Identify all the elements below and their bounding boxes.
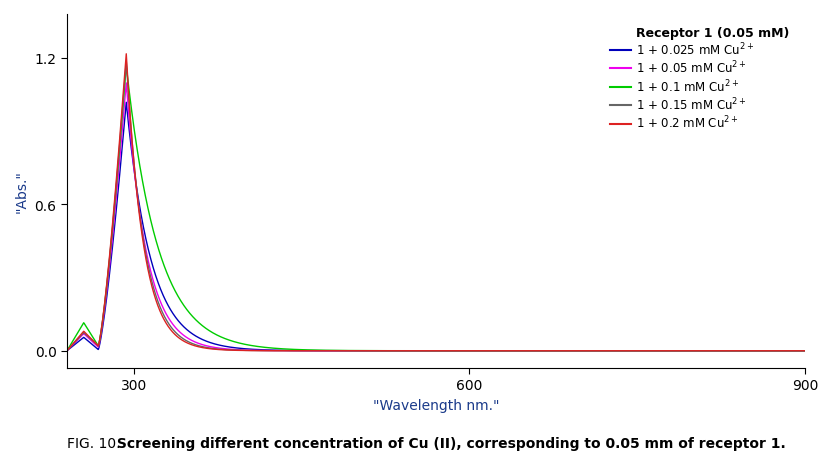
1 + 0.15 mM Cu$^{2+}$	[377, 348, 387, 354]
X-axis label: "Wavelength nm.": "Wavelength nm."	[372, 398, 499, 412]
Legend: Receptor 1 (0.05 mM), 1 + 0.025 mM Cu$^{2+}$, 1 + 0.05 mM Cu$^{2+}$, 1 + 0.1 mM : Receptor 1 (0.05 mM), 1 + 0.025 mM Cu$^{…	[607, 24, 791, 134]
1 + 0.15 mM Cu$^{2+}$	[345, 348, 355, 354]
1 + 0.2 mM Cu$^{2+}$	[122, 52, 132, 57]
1 + 0.2 mM Cu$^{2+}$	[190, 343, 200, 349]
1 + 0.025 mM Cu$^{2+}$	[377, 348, 387, 354]
Text: Screening different concentration of Cu (II), corresponding to 0.05 mm of recept: Screening different concentration of Cu …	[112, 436, 786, 450]
1 + 0.2 mM Cu$^{2+}$	[62, 348, 72, 354]
1 + 0.15 mM Cu$^{2+}$	[122, 59, 132, 65]
1 + 0.025 mM Cu$^{2+}$	[122, 101, 132, 106]
1 + 0.1 mM Cu$^{2+}$	[345, 348, 355, 353]
1 + 0.15 mM Cu$^{2+}$	[800, 348, 810, 354]
1 + 0.025 mM Cu$^{2+}$	[786, 348, 796, 354]
Line: 1 + 0.15 mM Cu$^{2+}$: 1 + 0.15 mM Cu$^{2+}$	[67, 62, 805, 351]
1 + 0.1 mM Cu$^{2+}$	[122, 64, 132, 69]
Line: 1 + 0.025 mM Cu$^{2+}$: 1 + 0.025 mM Cu$^{2+}$	[67, 103, 805, 351]
Line: 1 + 0.2 mM Cu$^{2+}$: 1 + 0.2 mM Cu$^{2+}$	[67, 55, 805, 351]
1 + 0.025 mM Cu$^{2+}$	[706, 348, 716, 354]
1 + 0.05 mM Cu$^{2+}$	[706, 348, 716, 354]
1 + 0.025 mM Cu$^{2+}$	[190, 333, 200, 339]
1 + 0.05 mM Cu$^{2+}$	[122, 81, 132, 86]
1 + 0.2 mM Cu$^{2+}$	[706, 348, 716, 354]
Line: 1 + 0.05 mM Cu$^{2+}$: 1 + 0.05 mM Cu$^{2+}$	[67, 84, 805, 351]
1 + 0.1 mM Cu$^{2+}$	[147, 221, 157, 226]
1 + 0.1 mM Cu$^{2+}$	[786, 348, 796, 354]
1 + 0.025 mM Cu$^{2+}$	[62, 348, 72, 354]
1 + 0.025 mM Cu$^{2+}$	[345, 348, 355, 354]
1 + 0.1 mM Cu$^{2+}$	[377, 348, 387, 353]
1 + 0.025 mM Cu$^{2+}$	[800, 348, 810, 354]
1 + 0.1 mM Cu$^{2+}$	[190, 317, 200, 322]
1 + 0.05 mM Cu$^{2+}$	[147, 271, 157, 277]
Line: 1 + 0.1 mM Cu$^{2+}$: 1 + 0.1 mM Cu$^{2+}$	[67, 67, 805, 351]
1 + 0.2 mM Cu$^{2+}$	[345, 348, 355, 354]
1 + 0.05 mM Cu$^{2+}$	[62, 348, 72, 354]
1 + 0.15 mM Cu$^{2+}$	[786, 348, 796, 354]
1 + 0.05 mM Cu$^{2+}$	[786, 348, 796, 354]
1 + 0.2 mM Cu$^{2+}$	[800, 348, 810, 354]
1 + 0.1 mM Cu$^{2+}$	[800, 348, 810, 354]
1 + 0.15 mM Cu$^{2+}$	[62, 348, 72, 354]
1 + 0.1 mM Cu$^{2+}$	[706, 348, 716, 354]
1 + 0.15 mM Cu$^{2+}$	[706, 348, 716, 354]
1 + 0.2 mM Cu$^{2+}$	[147, 282, 157, 287]
1 + 0.2 mM Cu$^{2+}$	[786, 348, 796, 354]
1 + 0.05 mM Cu$^{2+}$	[345, 348, 355, 354]
Text: FIG. 10.: FIG. 10.	[67, 436, 120, 450]
1 + 0.05 mM Cu$^{2+}$	[800, 348, 810, 354]
1 + 0.05 mM Cu$^{2+}$	[377, 348, 387, 354]
Y-axis label: "Abs.": "Abs."	[15, 170, 29, 213]
1 + 0.1 mM Cu$^{2+}$	[62, 348, 72, 354]
1 + 0.05 mM Cu$^{2+}$	[190, 340, 200, 345]
1 + 0.15 mM Cu$^{2+}$	[190, 342, 200, 347]
1 + 0.15 mM Cu$^{2+}$	[147, 277, 157, 283]
1 + 0.025 mM Cu$^{2+}$	[147, 259, 157, 264]
1 + 0.2 mM Cu$^{2+}$	[377, 348, 387, 354]
